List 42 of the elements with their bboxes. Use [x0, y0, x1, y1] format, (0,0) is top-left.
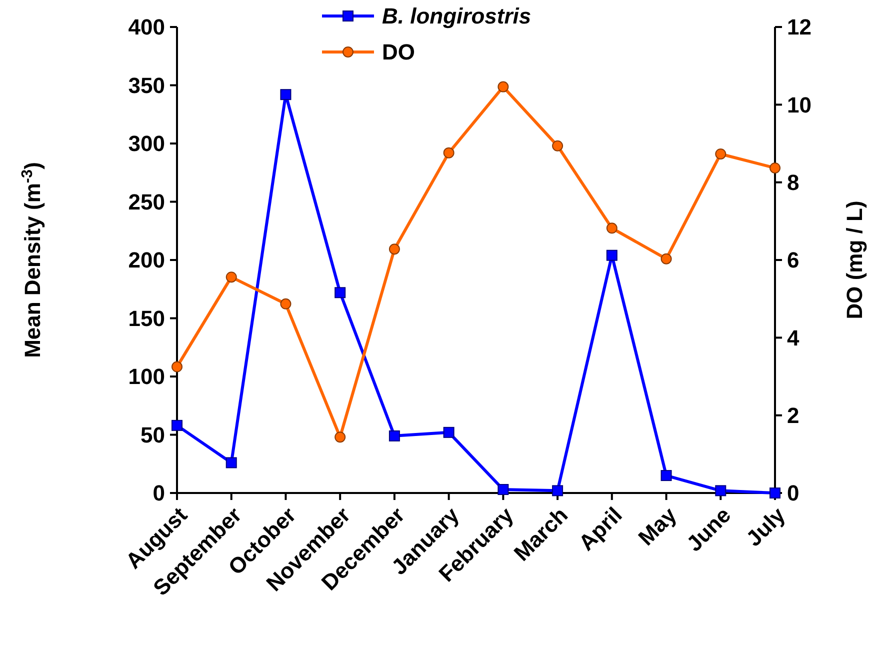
y-tick-label: 150: [128, 306, 165, 331]
y2-tick-label: 4: [787, 325, 800, 350]
point: [172, 361, 182, 372]
legend-label: DO: [382, 40, 415, 65]
y2-tick-label: 8: [787, 170, 800, 196]
point: [280, 89, 292, 100]
y2-tick-label: 12: [787, 14, 812, 40]
point: [498, 484, 509, 496]
y-tick-label: 350: [128, 72, 165, 98]
y2-tick-label: 0: [787, 480, 800, 506]
y-tick-label: 0: [152, 480, 165, 506]
point: [388, 244, 400, 255]
point: [552, 485, 564, 496]
point: [660, 253, 672, 264]
point: [443, 426, 454, 438]
point: [334, 287, 346, 298]
point: [715, 485, 726, 496]
y-tick-label: 400: [128, 14, 165, 40]
point: [606, 250, 618, 261]
y-tick-label: 200: [128, 248, 165, 273]
y-tick-label: 50: [140, 422, 165, 448]
point: [226, 457, 237, 468]
legend-label: B. longirostris: [382, 4, 532, 29]
point: [280, 298, 292, 310]
y-tick-label: 250: [128, 189, 165, 214]
point: [498, 81, 509, 92]
y-tick-label: 100: [128, 364, 165, 390]
point: [443, 147, 454, 158]
point: [226, 272, 237, 283]
point: [552, 140, 564, 152]
point: [660, 470, 672, 482]
point: [334, 432, 346, 443]
y2-tick-label: 10: [787, 92, 812, 118]
y2-tick-label: 6: [787, 248, 800, 273]
y2-tick-label: 2: [787, 403, 800, 428]
point: [388, 430, 400, 442]
point: [172, 420, 182, 431]
y2-axis-title: DO (mg / L): [842, 200, 867, 320]
point: [715, 148, 726, 160]
point: [770, 162, 780, 174]
point: [606, 222, 618, 234]
y-tick-label: 300: [128, 131, 165, 156]
